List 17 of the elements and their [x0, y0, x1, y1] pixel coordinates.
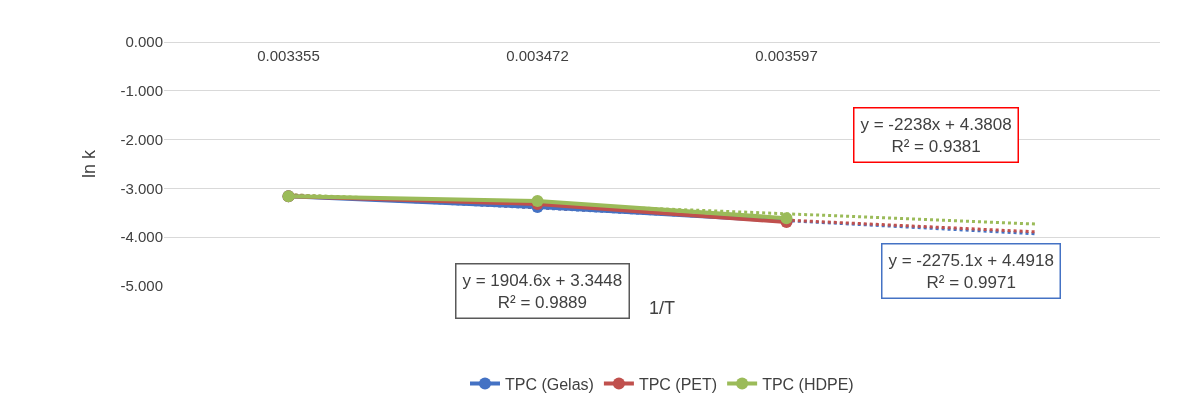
legend-label: TPC (HDPE) — [762, 375, 854, 393]
x-axis-title: 1/T — [649, 298, 676, 318]
y-tick-label: -2.000 — [120, 130, 163, 148]
y-tick-label: -3.000 — [120, 179, 163, 197]
annotation: y = 1904.6x + 3.3448 R² = 0.9889 — [462, 270, 623, 312]
y-tick-label: 0.000 — [125, 33, 163, 51]
legend-label: TPC (Gelas) — [505, 375, 594, 393]
legend-label: TPC (PET) — [638, 375, 718, 393]
y-tick-label: -1.000 — [120, 82, 163, 100]
annotation: y = -2275.1x + 4.4918 R² = 0.9971 — [888, 250, 1054, 292]
y-tick-label: -4.000 — [120, 228, 163, 246]
annotation: y = -2238x + 4.3808 R² = 0.9381 — [860, 114, 1012, 156]
y-axis-title: ln k — [78, 149, 99, 179]
y-tick-label: -5.000 — [120, 277, 163, 295]
x-tick-label: 0.003355 — [257, 47, 320, 64]
x-tick-label: 0.003472 — [506, 47, 569, 64]
x-tick-label: 0.003597 — [755, 47, 818, 64]
